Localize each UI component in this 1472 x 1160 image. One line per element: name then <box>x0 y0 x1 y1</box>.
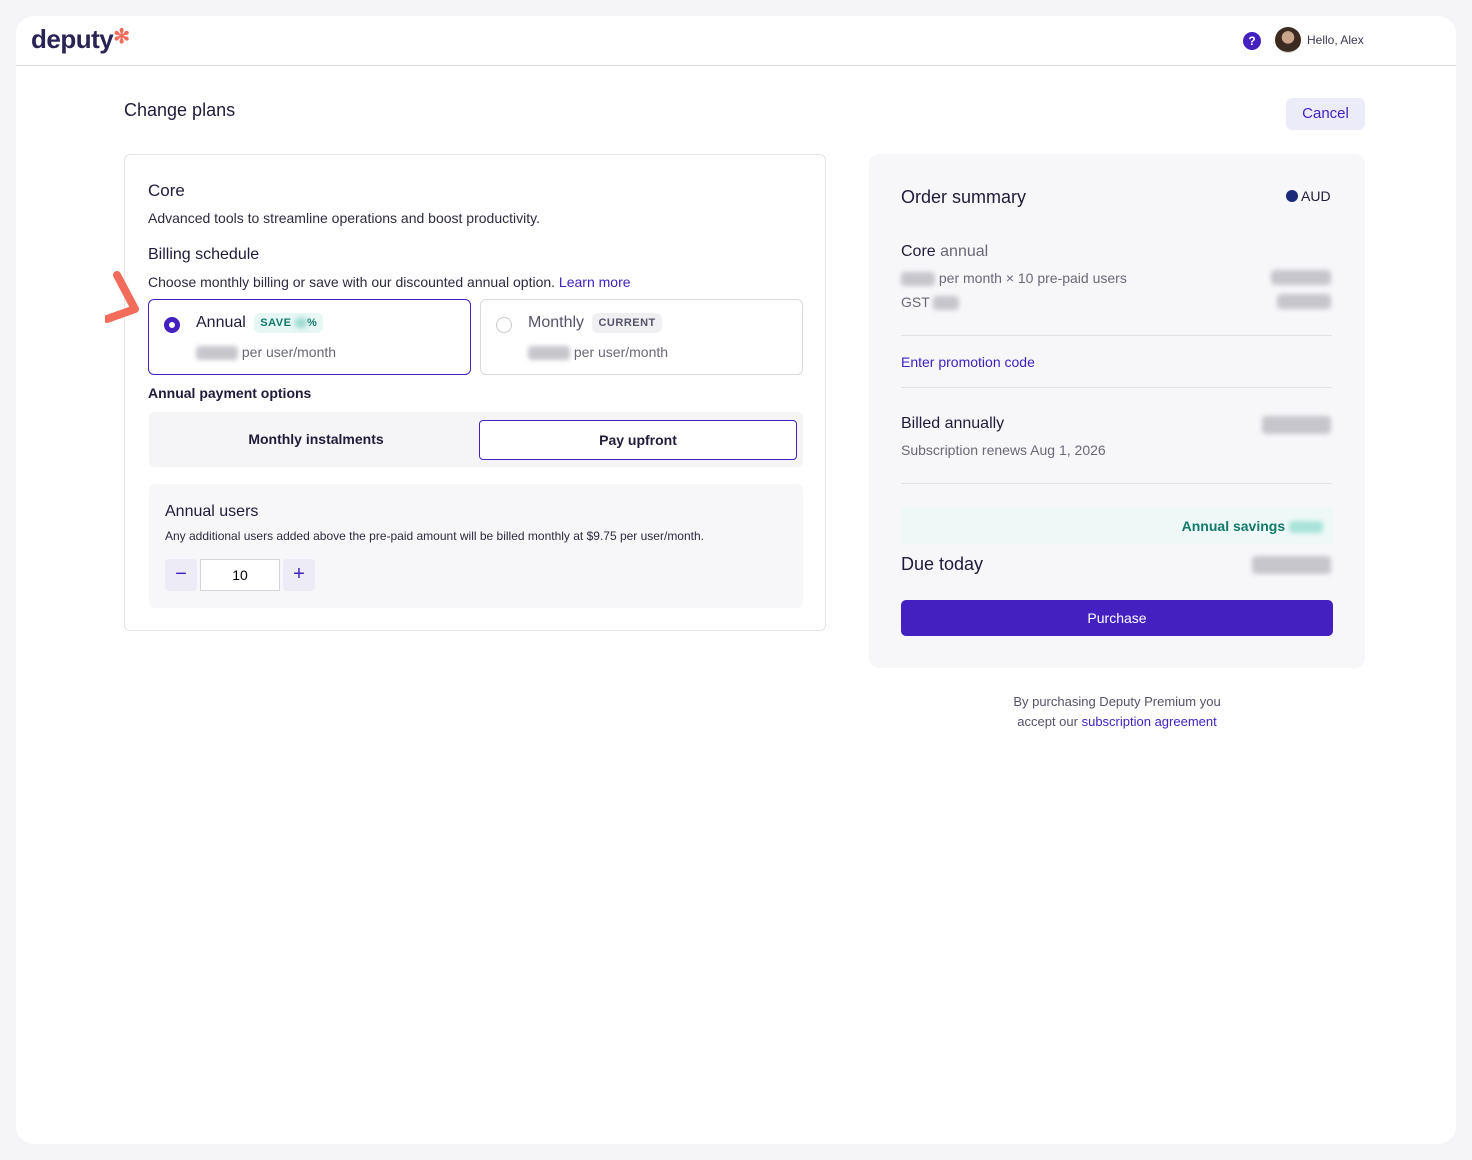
annual-users-text: Any additional users added above the pre… <box>165 529 704 543</box>
annual-label: Annual <box>196 314 246 332</box>
order-summary: Order summary AUD Core annual per month … <box>869 154 1365 668</box>
logo-star-icon: ✻ <box>113 26 130 48</box>
annual-savings-banner: Annual savings <box>901 508 1333 544</box>
monthly-label: Monthly <box>528 314 585 332</box>
billing-schedule-title: Billing schedule <box>148 246 260 263</box>
due-today-label: Due today <box>901 554 984 574</box>
page-title: Change plans <box>124 100 236 120</box>
redacted-savings <box>1289 521 1323 534</box>
billing-option-annual[interactable]: Annual SAVE % per user/month <box>148 299 471 375</box>
redacted-value <box>294 318 307 329</box>
gst-line: GST <box>901 294 960 311</box>
currency-selector[interactable]: AUD <box>1286 188 1331 204</box>
price-suffix: per user/month <box>241 344 337 360</box>
savings-label: Annual savings <box>1181 518 1286 534</box>
decrement-button[interactable]: − <box>165 559 197 591</box>
cancel-button[interactable]: Cancel <box>1286 98 1365 130</box>
pointer-arrow-icon <box>105 271 139 323</box>
billing-text: Choose monthly billing or save with our … <box>148 274 556 290</box>
redacted-due-amount <box>1252 556 1331 574</box>
top-bar: deputy✻ ? Hello, Alex <box>16 16 1456 66</box>
app-window: deputy✻ ? Hello, Alex Change plans Cance… <box>16 16 1456 1144</box>
legal-prefix: accept our <box>1017 714 1078 729</box>
price-line: per month × 10 pre-paid users <box>901 270 1127 287</box>
plan-name: Core <box>901 243 936 260</box>
purchase-button[interactable]: Purchase <box>901 600 1333 636</box>
order-summary-title: Order summary <box>901 187 1027 207</box>
annual-heading: Annual SAVE % <box>196 313 324 333</box>
annual-users-section: Annual users Any additional users added … <box>149 484 803 608</box>
billed-annually-label: Billed annually <box>901 415 1005 432</box>
annual-price: per user/month <box>196 344 337 361</box>
monthly-instalments-option[interactable]: Monthly instalments <box>248 431 384 447</box>
payment-options-title: Annual payment options <box>148 385 312 401</box>
gst-label: GST <box>901 294 930 310</box>
save-badge: SAVE % <box>254 313 324 333</box>
logo-text: deputy <box>31 24 114 54</box>
users-quantity-input[interactable] <box>200 559 280 591</box>
annual-users-title: Annual users <box>165 503 259 520</box>
divider <box>901 335 1332 336</box>
redacted-price <box>528 346 570 361</box>
divider <box>901 483 1332 484</box>
help-icon[interactable]: ? <box>1243 32 1261 50</box>
plan-line: Core annual <box>901 243 988 261</box>
increment-button[interactable]: + <box>283 559 315 591</box>
current-badge: CURRENT <box>592 313 662 333</box>
billing-schedule-text: Choose monthly billing or save with our … <box>148 274 631 290</box>
redacted-billed-amount <box>1262 416 1331 434</box>
monthly-price: per user/month <box>528 344 669 361</box>
radio-unselected[interactable] <box>496 317 512 333</box>
redacted-value <box>901 272 935 287</box>
save-text: SAVE <box>260 317 292 329</box>
radio-selected[interactable] <box>164 317 180 333</box>
legal-line-1: By purchasing Deputy Premium you <box>1013 694 1221 709</box>
legal-text: By purchasing Deputy Premium you accept … <box>869 692 1365 732</box>
price-line-text: per month × 10 pre-paid users <box>938 270 1127 286</box>
currency-label: AUD <box>1301 188 1331 204</box>
billing-option-monthly[interactable]: Monthly CURRENT per user/month <box>480 299 803 375</box>
avatar[interactable] <box>1275 27 1301 53</box>
redacted-price <box>196 346 238 361</box>
redacted-gst <box>1277 294 1331 309</box>
renewal-text: Subscription renews Aug 1, 2026 <box>901 442 1106 458</box>
redacted-subtotal <box>1271 270 1331 285</box>
plan-term: annual <box>940 243 989 260</box>
australia-flag-icon <box>1286 190 1298 202</box>
promo-code-link[interactable]: Enter promotion code <box>901 354 1035 370</box>
pay-upfront-option[interactable]: Pay upfront <box>479 420 797 460</box>
price-suffix: per user/month <box>573 344 669 360</box>
payment-options-toggle: Monthly instalments Pay upfront <box>149 412 803 467</box>
plan-description: Advanced tools to streamline operations … <box>148 210 540 226</box>
redacted-value <box>933 296 960 311</box>
user-greeting[interactable]: Hello, Alex <box>1307 33 1364 47</box>
deputy-logo[interactable]: deputy✻ <box>31 24 130 55</box>
plan-card: Core Advanced tools to streamline operat… <box>105 154 826 631</box>
divider <box>901 387 1332 388</box>
percent-sign: % <box>306 317 318 329</box>
subscription-agreement-link[interactable]: subscription agreement <box>1081 714 1217 729</box>
legal-line-2: accept our subscription agreement <box>869 712 1365 732</box>
plan-name: Core <box>148 181 185 200</box>
learn-more-link[interactable]: Learn more <box>558 274 631 290</box>
monthly-heading: Monthly CURRENT <box>528 313 662 333</box>
